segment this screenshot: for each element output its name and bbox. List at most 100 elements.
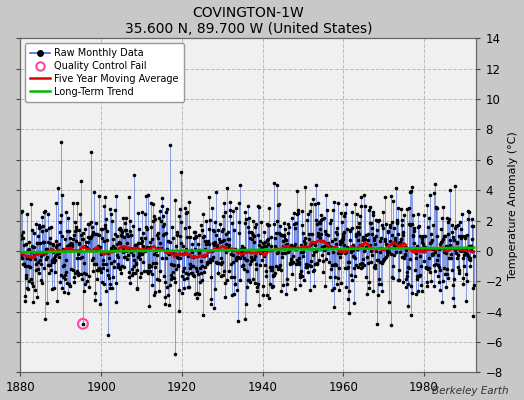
Point [214,270,222,276]
Point [464,207,472,214]
Point [266,264,274,270]
Point [355,231,363,237]
Point [390,234,399,241]
Point [226,207,234,213]
Point [278,250,286,256]
Point [41,227,50,234]
Point [43,239,52,246]
Point [190,273,199,280]
Point [21,293,29,300]
Point [293,188,301,194]
Point [156,240,164,246]
Point [102,261,111,267]
Point [388,274,397,281]
Point [239,248,247,255]
Point [198,277,206,284]
Point [34,266,42,272]
Point [243,284,252,290]
Point [421,246,430,252]
Point [174,263,182,269]
Point [112,193,120,200]
Point [394,205,402,211]
Point [419,233,427,239]
Point [202,218,210,224]
Point [312,182,321,189]
Point [311,261,319,267]
Point [294,258,303,265]
Point [447,251,455,257]
Point [143,268,151,274]
Point [188,269,196,276]
Point [389,198,398,204]
Point [352,231,360,237]
Point [264,241,272,248]
Point [222,240,231,247]
Point [113,241,122,247]
Point [232,256,240,263]
Point [385,299,394,305]
Point [455,246,464,252]
Point [462,271,471,278]
Point [300,238,308,244]
Point [200,253,209,260]
Point [450,302,458,309]
Point [97,251,106,258]
Point [362,232,370,238]
Point [438,237,446,244]
Point [106,260,115,266]
Point [160,294,169,300]
Point [167,261,175,268]
Point [235,219,244,225]
Point [136,274,144,280]
Point [106,285,114,292]
Point [418,288,426,294]
Point [235,200,243,206]
Point [197,258,205,264]
Point [109,243,117,250]
Point [22,272,30,278]
Point [442,270,451,277]
Point [39,265,48,272]
Point [104,332,113,338]
Point [111,231,119,238]
Point [81,244,90,250]
Point [354,237,363,244]
Point [263,221,271,228]
Point [204,238,212,244]
Point [463,278,471,284]
Point [442,284,450,290]
Point [220,237,228,244]
Point [346,227,354,234]
Point [73,268,81,274]
Point [35,222,43,228]
Point [337,250,345,256]
Point [382,241,390,248]
Point [145,268,154,274]
Point [38,214,47,220]
Point [66,282,74,289]
Point [339,233,347,239]
Point [239,262,247,268]
Point [263,237,271,244]
Point [171,351,180,357]
Point [158,254,167,261]
Point [249,232,258,238]
Point [340,229,348,236]
Point [100,281,108,287]
Y-axis label: Temperature Anomaly (°C): Temperature Anomaly (°C) [508,131,518,280]
Point [396,249,404,255]
Point [135,226,143,232]
Point [53,298,61,304]
Point [439,265,447,272]
Point [329,249,337,256]
Point [152,232,161,238]
Point [428,250,436,257]
Point [378,258,387,265]
Point [279,238,288,244]
Point [31,260,40,267]
Point [147,224,155,230]
Point [344,296,353,302]
Point [167,275,176,282]
Point [195,291,203,297]
Point [257,244,266,250]
